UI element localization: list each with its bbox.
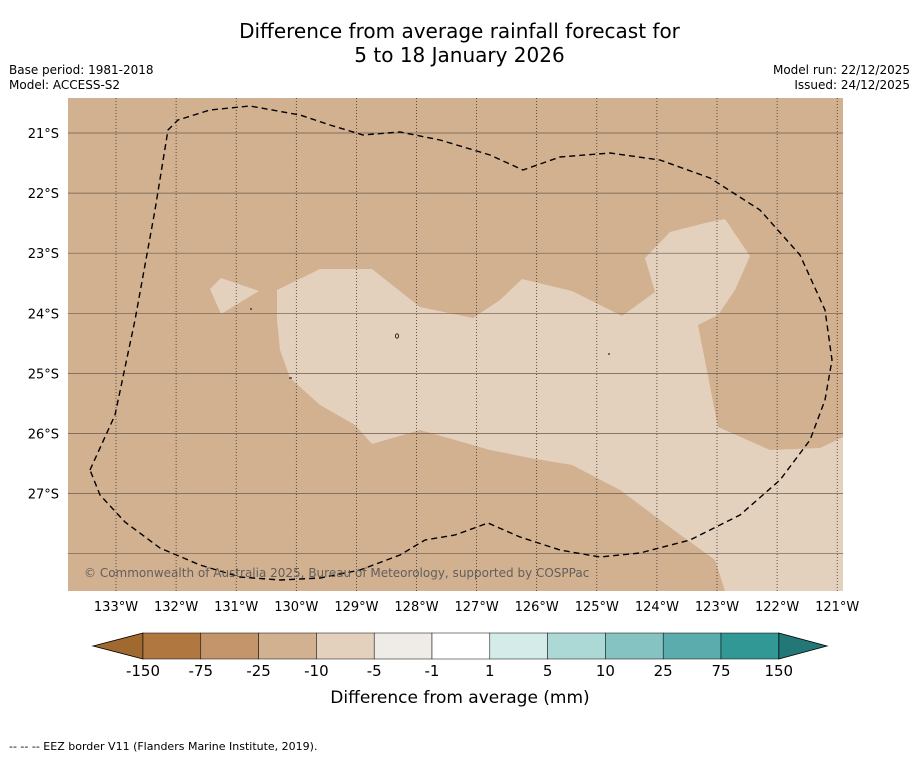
- colorbar-segment: [605, 632, 664, 660]
- lat-label: 21°S: [28, 127, 59, 142]
- colorbar-segment: [200, 632, 259, 660]
- title-line-1: Difference from average rainfall forecas…: [239, 19, 680, 43]
- lon-label: 132°W: [154, 600, 198, 615]
- colorbar-tick-label: -1: [425, 662, 440, 680]
- lon-label: 128°W: [394, 600, 438, 615]
- rainfall-map: © Commonwealth of Australia 2025, Bureau…: [28, 98, 860, 708]
- meta-left: Base period: 1981-2018 Model: ACCESS-S2: [9, 63, 154, 93]
- colorbar-tick-label: 25: [654, 662, 673, 680]
- lighter-region-main: [277, 219, 843, 591]
- base-period-label: Base period: 1981-2018: [9, 63, 154, 77]
- lon-label: 123°W: [695, 600, 739, 615]
- colorbar-segment: [258, 632, 317, 660]
- chart-title: Difference from average rainfall forecas…: [0, 19, 919, 67]
- model-label: Model: ACCESS-S2: [9, 78, 121, 92]
- colorbar: -150 -75 -25 -10 -5 -1 1 5 10 25 75 150: [91, 632, 829, 680]
- lat-label: 24°S: [28, 307, 59, 322]
- copyright-notice: © Commonwealth of Australia 2025, Bureau…: [84, 566, 589, 580]
- eez-border: [89, 105, 833, 581]
- colorbar-extend-high: [778, 632, 829, 660]
- lon-label: 129°W: [334, 600, 378, 615]
- lat-label: 25°S: [28, 367, 59, 382]
- lon-label: 133°W: [94, 600, 138, 615]
- colorbar-tick-label: -10: [304, 662, 329, 680]
- colorbar-title: Difference from average (mm): [330, 688, 589, 708]
- lon-label: 126°W: [515, 600, 559, 615]
- colorbar-extend-low: [91, 632, 144, 660]
- lon-label: 121°W: [815, 600, 859, 615]
- colorbar-tick-label: 10: [596, 662, 615, 680]
- lon-label: 131°W: [214, 600, 258, 615]
- colorbar-segment: [142, 632, 202, 660]
- colorbar-tick-label: 5: [543, 662, 553, 680]
- island-mark: [394, 333, 399, 339]
- colorbar-segment: [489, 632, 548, 660]
- issued-label: Issued: 24/12/2025: [794, 78, 910, 92]
- colorbar-tick-label: -5: [367, 662, 382, 680]
- colorbar-segment: [720, 632, 780, 660]
- colorbar-segment: [373, 632, 433, 660]
- lat-label: 22°S: [28, 187, 59, 202]
- meta-right: Model run: 22/12/2025 Issued: 24/12/2025: [773, 63, 910, 93]
- map-grid: [68, 98, 843, 591]
- lat-label: 23°S: [28, 247, 59, 262]
- colorbar-tick-label: 1: [485, 662, 495, 680]
- title-line-2: 5 to 18 January 2026: [354, 43, 565, 67]
- lon-label: 127°W: [455, 600, 499, 615]
- colorbar-tick-label: -25: [246, 662, 271, 680]
- lon-label: 122°W: [755, 600, 799, 615]
- eez-footnote: -- -- -- EEZ border V11 (Flanders Marine…: [9, 740, 318, 753]
- lon-label: 130°W: [274, 600, 318, 615]
- lon-label: 125°W: [575, 600, 619, 615]
- lat-label: 27°S: [28, 488, 59, 503]
- colorbar-tick-label: 150: [764, 662, 793, 680]
- colorbar-segment: [431, 632, 491, 660]
- colorbar-tick-label: -75: [189, 662, 214, 680]
- latitude-labels: 21°S 22°S 23°S 24°S 25°S 26°S 27°S: [28, 127, 59, 503]
- colorbar-tick-label: 75: [711, 662, 730, 680]
- colorbar-segment: [662, 632, 722, 660]
- colorbar-tick-label: -150: [126, 662, 160, 680]
- colorbar-segment: [316, 632, 375, 660]
- lat-label: 26°S: [28, 428, 59, 443]
- lon-label: 124°W: [635, 600, 679, 615]
- longitude-labels: 133°W 132°W 131°W 130°W 129°W 128°W 127°W 126°W…: [94, 600, 860, 615]
- lighter-region-west: [210, 278, 259, 314]
- colorbar-segment: [547, 632, 606, 660]
- model-run-label: Model run: 22/12/2025: [772, 63, 910, 77]
